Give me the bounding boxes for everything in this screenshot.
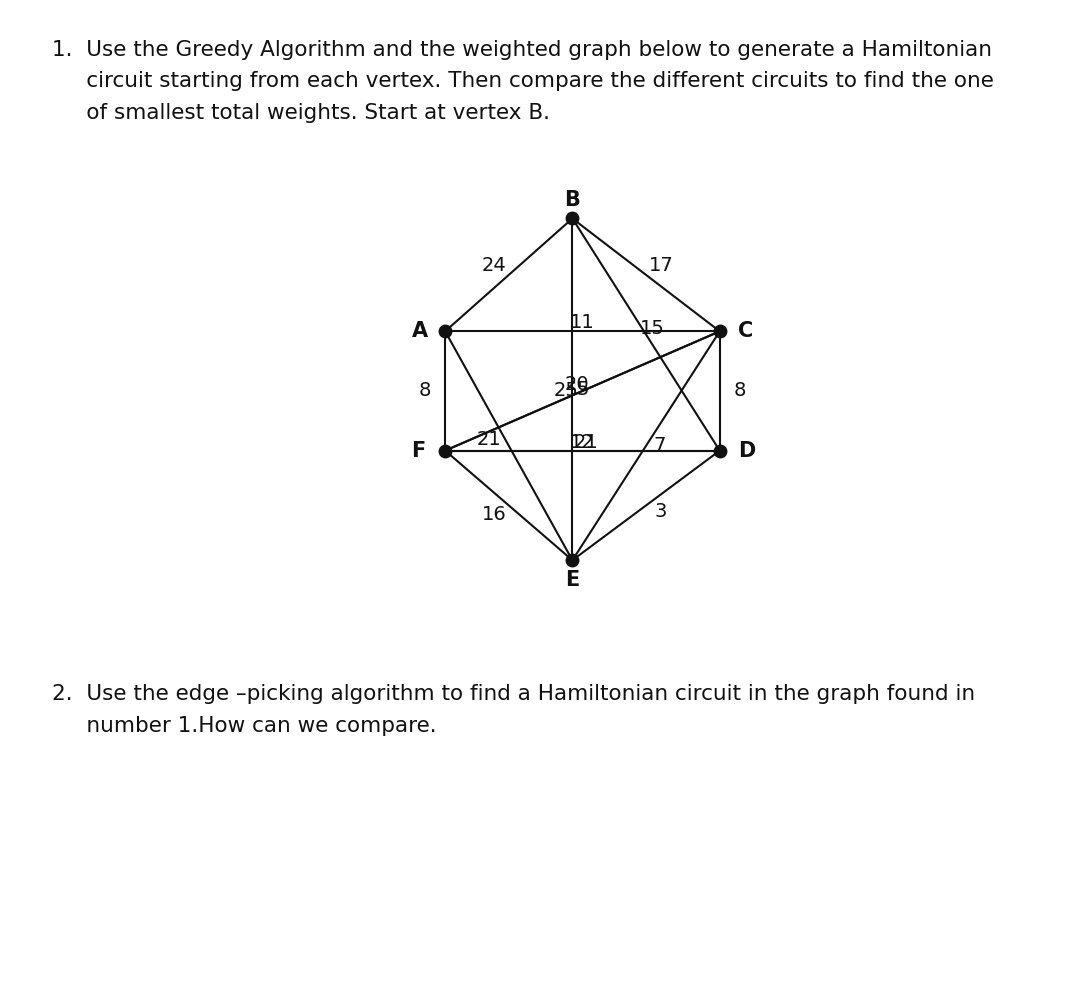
Text: 8: 8 [733,382,746,401]
Text: number 1.How can we compare.: number 1.How can we compare. [52,716,436,736]
Text: of smallest total weights. Start at vertex B.: of smallest total weights. Start at vert… [52,103,550,123]
Text: 16: 16 [482,505,507,524]
Text: A: A [411,321,428,341]
Text: D: D [738,440,755,460]
Text: 8: 8 [419,382,431,401]
Text: 17: 17 [648,256,673,276]
Text: circuit starting from each vertex. Then compare the different circuits to find t: circuit starting from each vertex. Then … [52,71,994,91]
Text: C: C [738,321,753,341]
Text: 3: 3 [654,502,667,522]
Text: E: E [565,569,580,589]
Text: 12: 12 [570,433,595,451]
Text: 21: 21 [573,434,598,452]
Text: 20: 20 [565,375,590,394]
Text: 1.  Use the Greedy Algorithm and the weighted graph below to generate a Hamilton: 1. Use the Greedy Algorithm and the weig… [52,40,991,60]
Text: 2.  Use the edge –picking algorithm to find a Hamiltonian circuit in the graph f: 2. Use the edge –picking algorithm to fi… [52,684,975,704]
Text: 11: 11 [570,313,595,332]
Text: F: F [411,440,426,460]
Text: 7: 7 [653,436,665,455]
Text: 24: 24 [482,256,507,276]
Text: B: B [565,190,580,210]
Text: 5: 5 [577,380,590,399]
Text: 21: 21 [476,430,501,448]
Text: 15: 15 [640,318,665,337]
Text: 25: 25 [553,382,578,401]
